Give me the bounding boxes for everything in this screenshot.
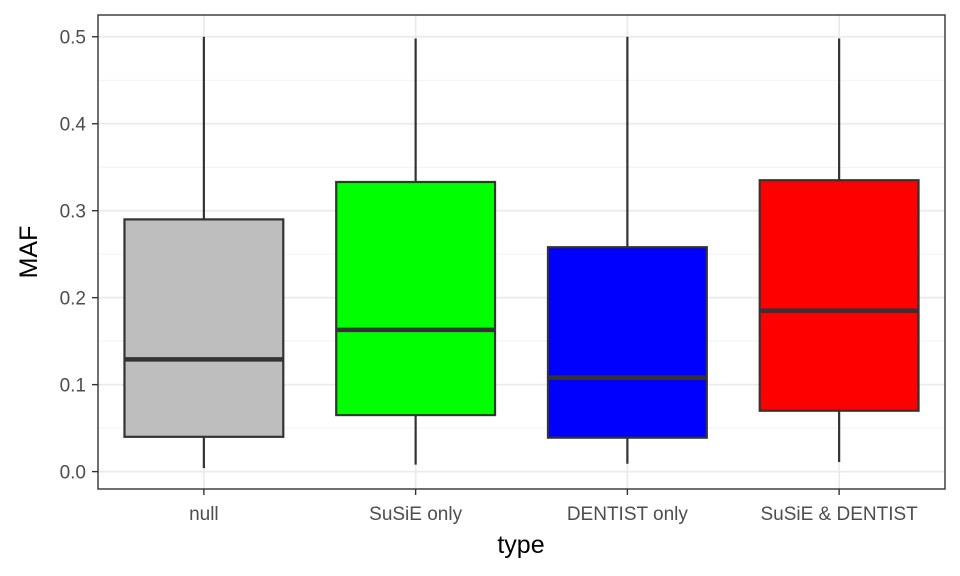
box-iqr (758, 179, 920, 412)
y-axis-title: MAF (15, 226, 43, 279)
x-tick-label: SuSiE only (369, 504, 462, 525)
y-tick-label: 0.0 (60, 463, 86, 484)
y-axis: 0.0 0.1 0.2 0.3 0.4 0.5 (60, 28, 98, 484)
box-iqr (335, 180, 497, 417)
x-tick-label: null (189, 504, 219, 525)
panel-border (97, 14, 946, 490)
boxes-layer (123, 36, 920, 469)
box-iqr (546, 246, 708, 439)
box-iqr (123, 218, 285, 438)
y-tick-label: 0.1 (60, 376, 86, 397)
box-group (546, 36, 708, 464)
x-axis: null SuSiE only DENTIST only SuSiE & DENTIS… (189, 489, 918, 525)
y-tick-label: 0.3 (60, 202, 86, 223)
y-tick-label: 0.2 (60, 289, 86, 310)
x-axis-title: type (497, 531, 544, 559)
y-tick-label: 0.5 (60, 28, 86, 49)
x-tick-label: DENTIST only (567, 504, 689, 525)
box-group (335, 38, 497, 465)
box-group (123, 36, 285, 469)
x-tick-label: SuSiE & DENTIST (760, 504, 918, 525)
y-tick-label: 0.4 (60, 115, 87, 136)
box-group (758, 38, 920, 463)
